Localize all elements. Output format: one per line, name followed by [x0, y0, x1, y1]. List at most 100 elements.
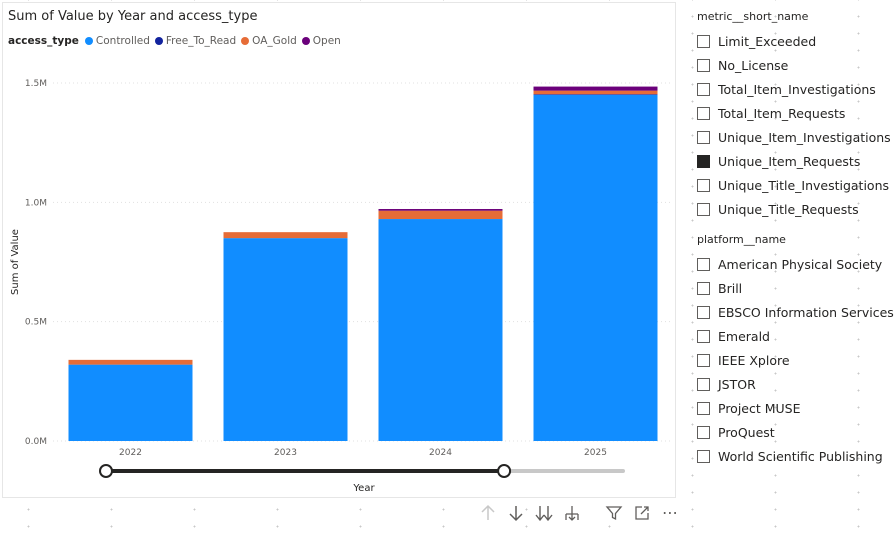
- slicer-item-unique-title-investigations[interactable]: Unique_Title_Investigations: [697, 173, 893, 197]
- slicer-item-label: Unique_Item_Investigations: [718, 129, 891, 145]
- slicer-item-label: Brill: [718, 280, 743, 296]
- slicer-item-unique-title-requests[interactable]: Unique_Title_Requests: [697, 197, 893, 221]
- legend-label: Open: [312, 35, 341, 47]
- legend-marker: [241, 37, 250, 45]
- x-tick-label: 2025: [584, 448, 607, 458]
- toolbar-spacer: [589, 503, 597, 523]
- slicer-item-total-item-investigations[interactable]: Total_Item_Investigations: [697, 77, 893, 101]
- slicer-item-project-muse[interactable]: Project MUSE: [697, 396, 893, 420]
- checkbox[interactable]: [697, 401, 710, 415]
- checkbox[interactable]: [697, 34, 710, 48]
- platform-name-slicer: platform__name American Physical Society…: [697, 233, 894, 468]
- visual-toolbar: ⋯: [477, 503, 681, 523]
- legend-marker: [154, 37, 163, 45]
- x-tick-label: 2023: [274, 448, 297, 458]
- bar-segment-controlled: [68, 364, 193, 441]
- y-tick-label: 0.5M: [25, 318, 47, 328]
- slicer-item-label: Limit_Exceeded: [718, 33, 817, 49]
- slicer-item-label: JSTOR: [718, 376, 756, 392]
- slicer-item-jstor[interactable]: JSTOR: [697, 372, 893, 396]
- legend-item-open[interactable]: Open: [301, 35, 341, 47]
- legend-item-free-to-read[interactable]: Free_To_Read: [154, 35, 237, 47]
- x-axis-title: Year: [352, 483, 375, 494]
- filter-icon[interactable]: [603, 503, 625, 523]
- checkbox[interactable]: [697, 377, 710, 391]
- bar-segment-controlled: [378, 219, 503, 441]
- chart-title: Sum of Value by Year and access_type: [8, 9, 258, 24]
- double-arrow-down-icon[interactable]: [533, 503, 555, 523]
- stacked-bar-chart-visual[interactable]: Sum of Value by Year and access_type acc…: [2, 2, 676, 498]
- bar-segment-free-to-read: [533, 94, 658, 95]
- checkbox[interactable]: [697, 353, 710, 367]
- slicer-item-ieee-xplore[interactable]: IEEE Xplore: [697, 348, 893, 372]
- slicer-item-label: Total_Item_Investigations: [718, 81, 876, 97]
- checkbox[interactable]: [697, 257, 710, 271]
- slicer-item-no-license[interactable]: No_License: [697, 53, 893, 77]
- slicer-item-label: No_License: [718, 57, 789, 73]
- checkbox[interactable]: [697, 178, 710, 192]
- slicer-item-emerald[interactable]: Emerald: [697, 324, 893, 348]
- checkbox[interactable]: [697, 106, 710, 120]
- slicer-item-label: ProQuest: [718, 424, 775, 440]
- more-options-icon[interactable]: ⋯: [659, 503, 681, 523]
- bar-segment-oa-gold: [68, 359, 193, 365]
- chart-legend[interactable]: access_type Controlled Free_To_Read OA_G…: [8, 35, 346, 47]
- year-slider-start-handle[interactable]: [99, 464, 113, 478]
- legend-marker: [301, 37, 310, 45]
- slicer-item-unique-item-requests[interactable]: Unique_Item_Requests: [697, 149, 893, 173]
- checkbox[interactable]: [697, 154, 710, 168]
- checkbox[interactable]: [697, 130, 710, 144]
- slicer-item-american-physical-society[interactable]: American Physical Society: [697, 252, 893, 276]
- arrow-up-icon[interactable]: [477, 503, 499, 523]
- y-axis-title: Sum of Value: [10, 229, 21, 295]
- more-options-glyph: ⋯: [662, 503, 678, 522]
- slicer-item-label: Project MUSE: [718, 400, 801, 416]
- checkbox[interactable]: [697, 449, 710, 463]
- checkbox[interactable]: [697, 425, 710, 439]
- checkbox[interactable]: [697, 202, 710, 216]
- slicer-item-label: World Scientific Publishing: [718, 448, 883, 464]
- slicer-item-label: Emerald: [718, 328, 770, 344]
- legend-label: Controlled: [95, 35, 150, 47]
- checkbox[interactable]: [697, 82, 710, 96]
- bar-segment-oa-gold: [378, 210, 503, 220]
- legend-label: Free_To_Read: [165, 35, 237, 47]
- metric-short-name-slicer: metric__short_name Limit_Exceeded No_Lic…: [697, 10, 893, 221]
- slicer-title: metric__short_name: [697, 10, 809, 23]
- expand-hierarchy-icon[interactable]: [561, 503, 583, 523]
- slicer-item-proquest[interactable]: ProQuest: [697, 420, 893, 444]
- bar-segment-controlled: [223, 238, 348, 441]
- year-slider-end-handle[interactable]: [497, 464, 512, 478]
- slicer-item-label: Total_Item_Requests: [718, 105, 846, 121]
- y-tick-label: 1.5M: [25, 79, 47, 89]
- bar-segment-oa-gold: [533, 90, 658, 95]
- slicer-item-total-item-requests[interactable]: Total_Item_Requests: [697, 101, 893, 125]
- slicer-item-label: Unique_Title_Investigations: [718, 177, 890, 193]
- legend-title: access_type: [8, 35, 79, 47]
- slicer-item-unique-item-investigations[interactable]: Unique_Item_Investigations: [697, 125, 893, 149]
- bar-segment-open: [533, 86, 658, 91]
- slicer-item-label: Unique_Title_Requests: [718, 201, 859, 217]
- y-tick-label: 0.0M: [25, 437, 47, 447]
- slicer-item-brill[interactable]: Brill: [697, 276, 893, 300]
- legend-label: OA_Gold: [252, 35, 297, 47]
- checkbox[interactable]: [697, 58, 710, 72]
- slicer-item-world-scientific-publishing[interactable]: World Scientific Publishing: [697, 444, 893, 468]
- y-tick-label: 1.0M: [25, 198, 47, 208]
- slicer-item-label: Unique_Item_Requests: [718, 153, 861, 169]
- x-tick-label: 2024: [429, 448, 452, 458]
- slicer-item-ebsco-information-services[interactable]: EBSCO Information Services: [697, 300, 894, 324]
- checkbox[interactable]: [697, 305, 710, 319]
- checkbox[interactable]: [697, 329, 710, 343]
- chart-plot-area[interactable]: 0.0M 0.5M 1.0M 1.5M Sum of Value 2022 2023 2024…: [3, 3, 675, 497]
- slicer-item-limit-exceeded[interactable]: Limit_Exceeded: [697, 29, 893, 53]
- bar-segment-open: [378, 209, 503, 211]
- focus-mode-icon[interactable]: [631, 503, 653, 523]
- arrow-down-icon[interactable]: [505, 503, 527, 523]
- legend-marker: [84, 37, 93, 45]
- legend-item-controlled[interactable]: Controlled: [84, 35, 150, 47]
- bar-segment-oa-gold: [223, 232, 348, 239]
- legend-item-oa-gold[interactable]: OA_Gold: [241, 35, 297, 47]
- checkbox[interactable]: [697, 281, 710, 295]
- slicer-item-label: American Physical Society: [718, 256, 883, 272]
